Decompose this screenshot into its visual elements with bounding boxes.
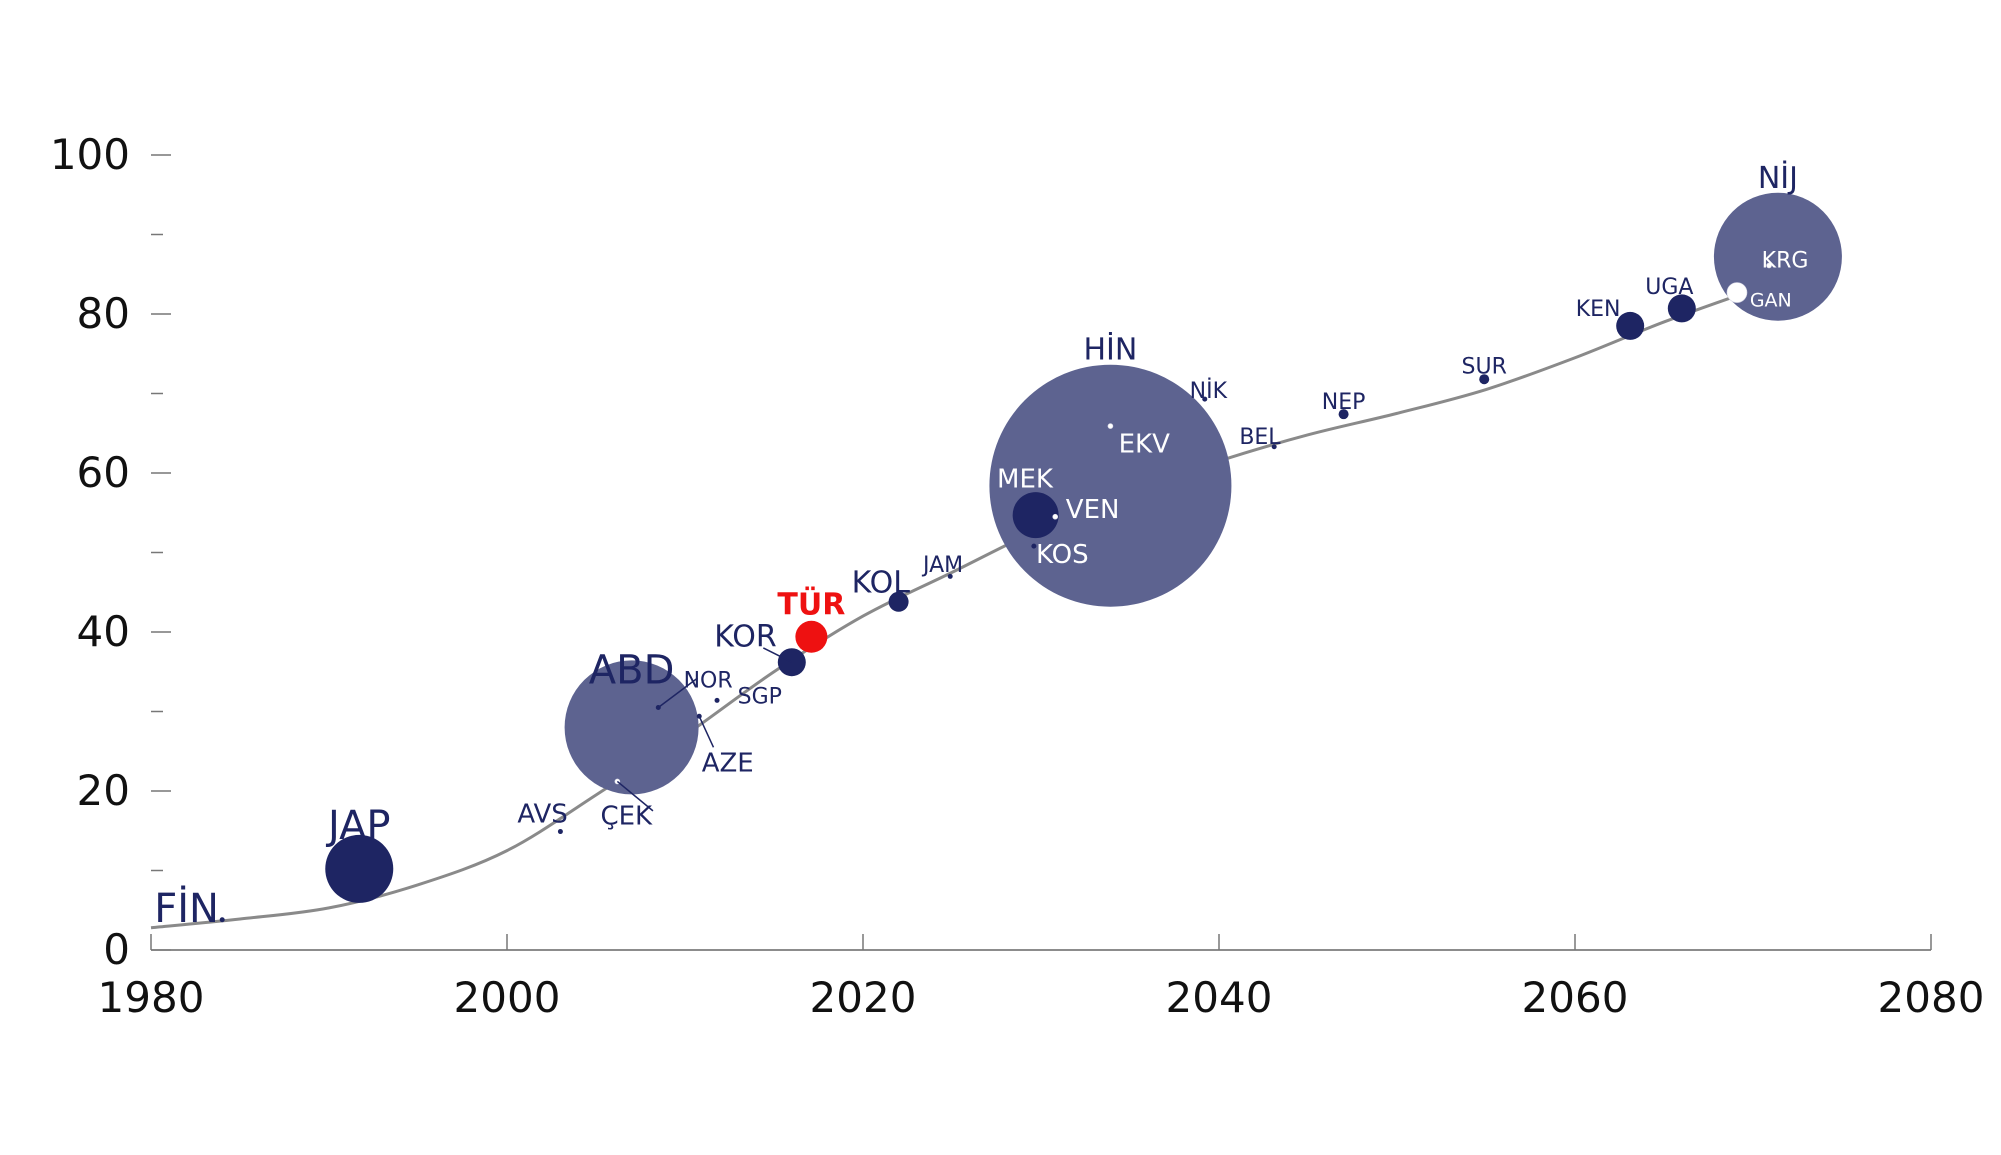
point-label-uga: UGA bbox=[1645, 275, 1693, 300]
bubble-hin bbox=[989, 364, 1232, 607]
point-label-abd: ABD bbox=[589, 647, 675, 693]
y-tick-label: 100 bbox=[50, 130, 130, 179]
point-label-ven: VEN bbox=[1066, 495, 1120, 525]
y-tick-label: 60 bbox=[77, 448, 130, 497]
point-label-nep: NEP bbox=[1322, 390, 1366, 415]
bubble-kos bbox=[1031, 543, 1037, 549]
bubble-sur bbox=[1479, 374, 1490, 385]
bubble-avs bbox=[557, 829, 563, 835]
point-label-mek: MEK bbox=[997, 465, 1054, 495]
point-label-hin: HİN bbox=[1083, 331, 1137, 367]
leader-line-aze bbox=[698, 715, 715, 748]
bubble-jap bbox=[325, 834, 394, 903]
bubble-uga bbox=[1667, 294, 1696, 323]
bubble-gan bbox=[1726, 282, 1748, 303]
point-label-aze: AZE bbox=[702, 748, 754, 778]
y-tick-label: 20 bbox=[77, 766, 130, 815]
bubble-abd bbox=[564, 660, 699, 795]
point-label-nij: NİJ bbox=[1758, 160, 1798, 196]
x-tick-label: 2000 bbox=[454, 973, 561, 1022]
x-tick-label: 1980 bbox=[98, 973, 205, 1022]
point-label-kos: KOS bbox=[1036, 540, 1089, 570]
bubble-ekv bbox=[1107, 423, 1114, 429]
point-label-nik: NİK bbox=[1190, 378, 1228, 404]
point-label-avs: AVS bbox=[517, 799, 567, 829]
point-label-tur: TÜR bbox=[777, 586, 845, 623]
curve-layer bbox=[150, 280, 1781, 930]
point-label-nor: NOR bbox=[684, 668, 733, 693]
trend-curve bbox=[150, 280, 1781, 930]
bubble-ven bbox=[1052, 513, 1059, 520]
bubble-mek bbox=[1012, 492, 1059, 539]
x-tick-label: 2020 bbox=[810, 973, 917, 1022]
bubble-nik bbox=[1202, 396, 1208, 402]
point-label-sgp: SGP bbox=[738, 684, 782, 709]
point-label-ekv: EKV bbox=[1119, 430, 1170, 460]
leader-line-cek bbox=[616, 780, 654, 812]
bubble-bel bbox=[1271, 444, 1277, 450]
leader-line-kor bbox=[762, 647, 793, 663]
bubble-jam bbox=[947, 573, 953, 579]
point-label-ken: KEN bbox=[1576, 297, 1621, 322]
bubble-kol bbox=[888, 591, 909, 612]
bubble-sgp bbox=[714, 697, 720, 703]
y-tick-label: 40 bbox=[77, 607, 130, 656]
point-label-fin: FİN bbox=[154, 884, 219, 932]
x-tick-label: 2040 bbox=[1166, 973, 1273, 1022]
y-tick-label: 0 bbox=[103, 925, 130, 974]
point-label-krg: KRG bbox=[1762, 249, 1809, 274]
bubble-krg bbox=[1766, 262, 1772, 269]
point-label-sur: SUR bbox=[1462, 354, 1507, 379]
point-label-kor: KOR bbox=[714, 619, 777, 654]
point-label-bel: BEL bbox=[1239, 425, 1281, 450]
x-tick-label: 2080 bbox=[1878, 973, 1985, 1022]
point-label-cek: ÇEK bbox=[600, 802, 653, 832]
bubble-nep bbox=[1338, 409, 1349, 420]
leader-line-nor bbox=[657, 677, 698, 709]
bubble-layer bbox=[219, 192, 1842, 923]
y-tick-label: 80 bbox=[77, 289, 130, 338]
point-label-kol: KOL bbox=[852, 565, 911, 600]
bubble-tur bbox=[795, 620, 828, 653]
bubble-ken bbox=[1616, 311, 1645, 340]
x-tick-label: 2060 bbox=[1522, 973, 1629, 1022]
point-label-jap: JAP bbox=[325, 803, 391, 849]
point-label-jam: JAM bbox=[921, 553, 963, 578]
bubble-fin bbox=[219, 917, 225, 923]
point-label-gan: GAN bbox=[1750, 289, 1792, 311]
